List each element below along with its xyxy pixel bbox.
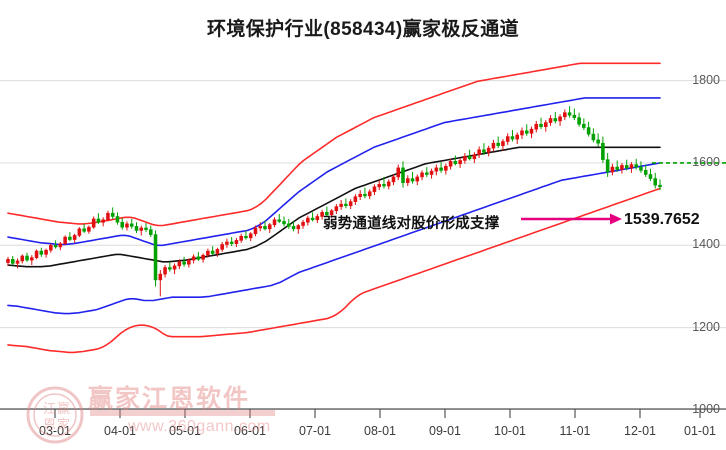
x-axis-tick-10-01: 10-01 <box>494 424 526 438</box>
annotation-arrow <box>521 213 622 225</box>
y-axis-tick-1200: 1200 <box>692 319 720 334</box>
x-axis-tick-11-01: 11-01 <box>559 424 591 438</box>
x-axis-tick-09-01: 09-01 <box>429 424 461 438</box>
y-axis-tick-1400: 1400 <box>692 237 720 252</box>
candlestick-series <box>6 106 662 297</box>
watermark-brand: 赢家江恩软件 <box>88 385 251 413</box>
x-axis-tick-05-01: 05-01 <box>169 424 201 438</box>
x-axis-tick-03-01: 03-01 <box>39 424 71 438</box>
x-axis-tick-12-01: 12-01 <box>624 424 656 438</box>
x-axis-tick-08-01: 08-01 <box>364 424 396 438</box>
chart-canvas <box>0 62 726 410</box>
annotation-label: 弱势通道线对股价形成支撑 <box>323 216 500 232</box>
watermark-url: www.360gann.com <box>128 418 271 435</box>
y-axis-tick-1600: 1600 <box>692 154 720 169</box>
x-axis-tick-07-01: 07-01 <box>299 424 331 438</box>
svg-text:恩: 恩 <box>43 417 56 432</box>
chart-plot-area[interactable] <box>0 60 726 410</box>
y-axis-tick-1800: 1800 <box>692 72 720 87</box>
annotation-value: 1539.7652 <box>624 211 700 228</box>
watermark-bar <box>90 410 275 416</box>
channel-inner-upper-line <box>7 97 661 247</box>
channel-inner-lower-line <box>7 162 661 315</box>
x-axis-tick-04-01: 04-01 <box>104 424 136 438</box>
x-axis-line <box>0 408 726 418</box>
page-title: 环境保护行业(858434)赢家极反通道 <box>206 19 520 40</box>
svg-text:赢: 赢 <box>57 401 70 416</box>
channel-outer-upper-line <box>7 62 661 227</box>
channel-middle-line <box>7 146 661 268</box>
channel-outer-lower-line <box>7 187 661 354</box>
svg-text:家: 家 <box>57 417 70 432</box>
x-axis-tick-06-01: 06-01 <box>234 424 266 438</box>
svg-text:江: 江 <box>43 401 56 416</box>
gridlines-group <box>0 80 726 410</box>
x-axis-tick-01-01: 01-01 <box>684 424 716 438</box>
watermark-seal-icon: 江 赢 恩 家 <box>26 386 84 444</box>
